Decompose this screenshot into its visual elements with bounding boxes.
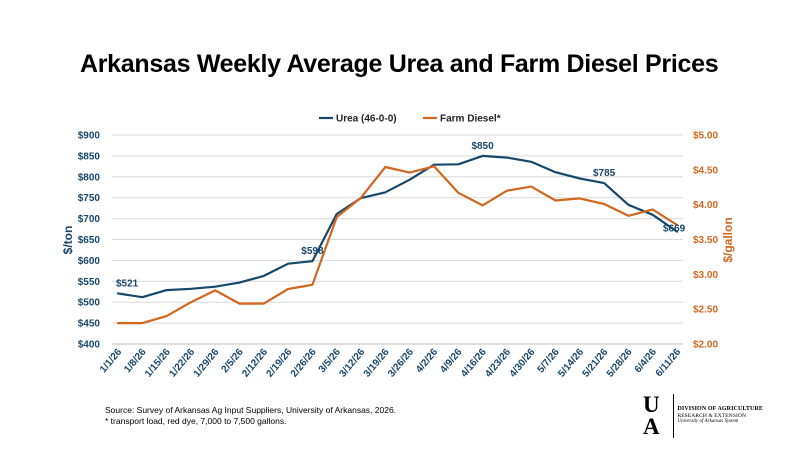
footnote: Source: Survey of Arkansas Ag Input Supp… [105,405,396,427]
x-tick-label: 2/26/26 [289,347,319,380]
x-tick-label: 4/2/26 [414,347,441,376]
transport-note: * transport load, red dye, 7,000 to 7,50… [105,416,287,426]
right-tick-label: $4.00 [693,200,718,211]
left-tick-label: $450 [78,319,101,330]
chart-title: Arkansas Weekly Average Urea and Farm Di… [80,50,719,78]
left-tick-label: $700 [78,214,101,225]
right-tick-label: $4.50 [693,165,718,176]
data-label: $785 [593,168,616,179]
data-label: $521 [116,278,139,289]
x-axis-ticks: 1/1/261/8/261/15/261/22/261/29/262/5/262… [98,347,684,380]
x-tick-label: 1/1/26 [98,347,125,376]
left-axis-title: $/ton [61,226,75,255]
x-tick-label: 3/26/26 [386,347,416,380]
left-tick-label: $500 [78,298,101,309]
right-tick-label: $2.00 [693,340,718,351]
logo-line-2: RESEARCH & EXTENSION [677,412,747,419]
left-tick-label: $400 [78,340,101,351]
logo-line-3: University of Arkansas System [677,419,739,425]
right-axis-title: $/gallon [721,217,735,262]
right-tick-label: $3.50 [693,235,718,246]
legend: Urea (46-0-0) Farm Diesel* [319,114,501,125]
data-label: $850 [471,141,494,152]
division-of-agriculture-logo: U A DIVISION OF AGRICULTURE RESEARCH & E… [643,393,763,438]
right-tick-label: $3.00 [693,270,718,281]
x-tick-label: 5/28/26 [605,347,635,380]
data-label: $669 [663,224,686,235]
gridlines [112,134,683,345]
right-tick-label: $5.00 [693,131,718,142]
left-tick-label: $600 [78,256,101,267]
left-tick-label: $850 [78,151,101,162]
axis-titles: $/ton $/gallon [61,217,735,262]
x-tick-label: 4/30/26 [508,347,538,380]
logo-line-1: DIVISION OF AGRICULTURE [677,406,763,413]
left-tick-label: $650 [78,235,101,246]
urea-series-line [116,154,679,299]
right-tick-label: $2.50 [693,305,718,316]
left-tick-label: $750 [78,193,101,204]
diesel-legend-label: Farm Diesel* [440,114,501,125]
left-axis-ticks: $400 $450 $500 $550 $600 $650 $700 $750 $800 $850… [78,131,101,351]
urea-legend-label: Urea (46-0-0) [336,114,397,125]
series-lines [116,154,679,325]
left-tick-label: $550 [78,277,101,288]
source-note: Source: Survey of Arkansas Ag Input Supp… [105,405,397,415]
x-tick-label: 6/11/26 [654,347,684,380]
left-tick-label: $800 [78,172,101,183]
logo-text: DIVISION OF AGRICULTURE RESEARCH & EXTEN… [677,406,763,426]
data-label: $598 [301,246,324,257]
left-tick-label: $900 [78,131,101,142]
logo-mark: U A [643,393,675,438]
data-labels: $521 $598 $850 $785 $669 [116,141,686,290]
x-tick-label: 1/29/26 [192,347,222,380]
diesel-series-line [116,165,679,325]
right-axis-ticks: $2.00 $2.50 $3.00 $3.50 $4.00 $4.50 $5.00 [693,131,718,351]
